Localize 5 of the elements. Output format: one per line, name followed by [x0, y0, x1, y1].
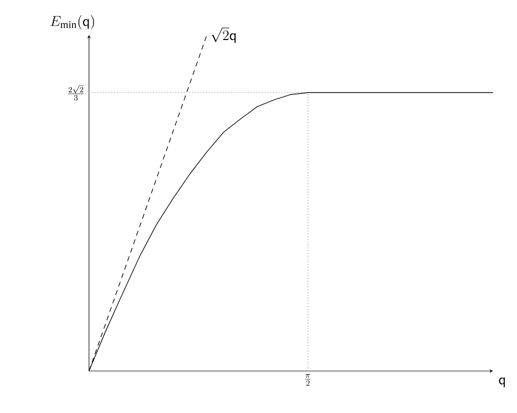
y-axis-title: $E_{\min}(\mathsf{q})$: [50, 15, 94, 30]
ref-line-label: $\frac{2\sqrt{2}}{3}$: [68, 85, 84, 100]
text: $\frac{\pi}{2}$: [305, 374, 310, 386]
series-label: $\sqrt{2}\mathsf{q}$: [211, 28, 236, 43]
x-axis-title: $\mathsf{q}$: [499, 378, 505, 388]
